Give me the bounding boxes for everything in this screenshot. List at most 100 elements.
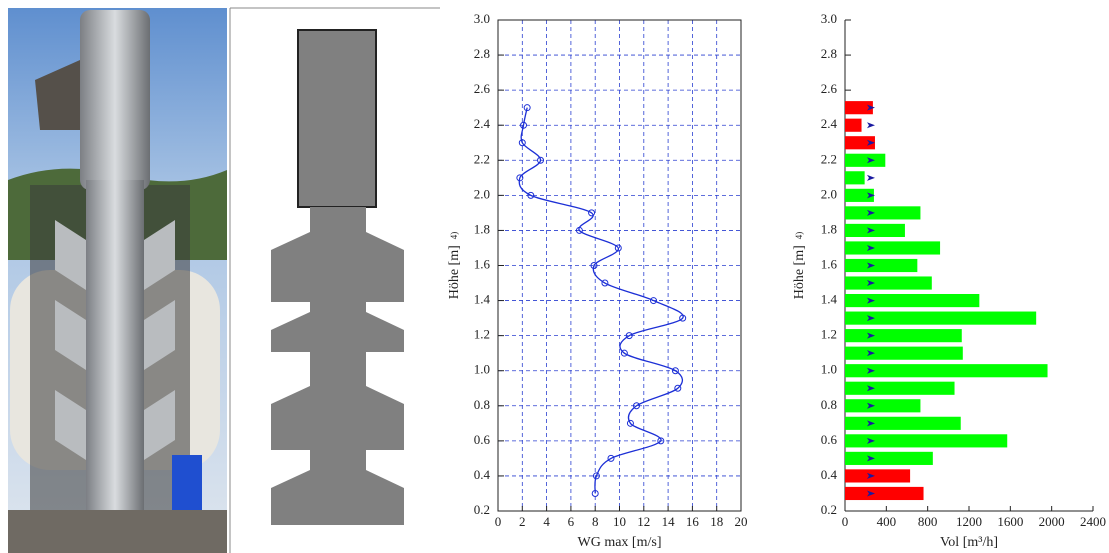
point — [518, 139, 526, 147]
y-tick-label: 0.6 — [474, 432, 491, 447]
y-tick-label: 1.6 — [821, 256, 838, 271]
point — [537, 156, 545, 164]
point — [592, 472, 600, 480]
y-tick-label: 1.0 — [821, 362, 837, 377]
bar — [845, 399, 921, 413]
line — [518, 107, 684, 494]
bar — [845, 486, 924, 501]
direction-arrow — [867, 455, 875, 462]
x-tick-label: 1200 — [956, 514, 982, 529]
bar — [845, 136, 875, 150]
y-tick-label: 3.0 — [474, 11, 490, 26]
direction-arrow — [867, 332, 875, 339]
y-tick-label: 1.2 — [474, 327, 490, 342]
bar — [845, 329, 962, 343]
direction-arrow — [867, 174, 875, 181]
point — [620, 349, 628, 357]
bar — [845, 276, 932, 290]
point — [520, 121, 528, 129]
y-tick-label: 2.4 — [474, 116, 491, 131]
x-tick-label: 400 — [877, 514, 897, 529]
x-tick-label: 4 — [543, 514, 550, 529]
point — [674, 384, 682, 392]
point — [523, 104, 531, 112]
x-tick-label: 14 — [662, 514, 676, 529]
direction-arrow — [867, 315, 875, 322]
point — [575, 226, 583, 234]
direction-arrow — [867, 139, 875, 146]
point — [590, 262, 598, 269]
x-tick-label: 18 — [710, 514, 723, 529]
y-tick-label: 1.4 — [474, 292, 491, 307]
direction-arrow — [867, 122, 875, 129]
y-axis-label: Höhe [m] 4) — [792, 232, 807, 300]
y-tick-label: 2.2 — [474, 151, 490, 166]
point — [633, 402, 641, 410]
y-axis-title: Höhe [m] — [792, 245, 807, 299]
plot-frame — [497, 19, 742, 512]
x-tick-label: 2000 — [1039, 514, 1065, 529]
y-tick-label: 2.6 — [821, 81, 838, 96]
direction-arrow — [867, 490, 875, 497]
y-tick-label: 0.4 — [821, 467, 838, 482]
x-tick-label: 16 — [686, 514, 700, 529]
x-axis-label: WG max [m/s] — [578, 535, 662, 550]
direction-arrow — [867, 385, 875, 392]
point — [650, 297, 658, 305]
y-axis-label: Höhe [m] 4) — [447, 232, 462, 300]
y-tick-label: 1.8 — [821, 221, 837, 236]
x-tick-label: 2400 — [1080, 514, 1106, 529]
y-tick-label: 2.6 — [474, 81, 491, 96]
bar — [845, 153, 886, 167]
y-tick-label: 1.8 — [474, 221, 490, 236]
direction-arrow — [867, 280, 875, 287]
bar — [845, 188, 874, 202]
y-tick-label: 2.8 — [821, 46, 837, 61]
x-tick-label: 12 — [637, 514, 650, 529]
y-tick-label: 2.0 — [474, 186, 490, 201]
y-tick-label: 0.2 — [474, 502, 490, 517]
bar — [845, 101, 873, 115]
point — [527, 191, 535, 199]
y-tick-label: 3.0 — [821, 11, 837, 26]
y-tick-label: 2.4 — [821, 116, 838, 131]
x-tick-label: 6 — [568, 514, 575, 529]
direction-arrow — [867, 157, 875, 164]
bar — [845, 381, 955, 395]
point — [626, 419, 634, 427]
x-tick-label: 0 — [495, 514, 502, 529]
point — [516, 174, 524, 182]
schematic — [229, 7, 440, 553]
direction-arrow — [867, 437, 875, 444]
point — [614, 244, 622, 252]
direction-arrow — [867, 262, 875, 269]
point — [601, 279, 609, 287]
bar — [845, 451, 933, 465]
x-tick-label: 800 — [918, 514, 938, 529]
direction-arrow — [867, 402, 875, 409]
point — [588, 209, 596, 217]
x-axis-label: Vol [m³/h] — [940, 535, 998, 550]
x-tick-label: 8 — [592, 514, 599, 529]
y-tick-label: 0.4 — [474, 467, 491, 482]
point — [671, 367, 679, 375]
bar — [845, 311, 1037, 325]
y-tick-label: 0.8 — [474, 397, 490, 412]
direction-arrow — [867, 192, 875, 199]
point — [625, 332, 633, 340]
direction-arrow — [867, 350, 875, 357]
direction-arrow — [867, 367, 875, 374]
y-tick-label: 1.4 — [821, 292, 838, 307]
y-tick-label: 0.8 — [821, 397, 837, 412]
point — [657, 437, 665, 445]
x-tick-label: 1600 — [997, 514, 1023, 529]
point — [607, 454, 615, 462]
point — [591, 489, 599, 497]
y-axis-note: 4) — [449, 232, 459, 240]
direction-arrow — [867, 209, 875, 216]
bar — [845, 469, 911, 483]
direction-arrow — [867, 420, 875, 427]
bar — [845, 364, 1048, 378]
